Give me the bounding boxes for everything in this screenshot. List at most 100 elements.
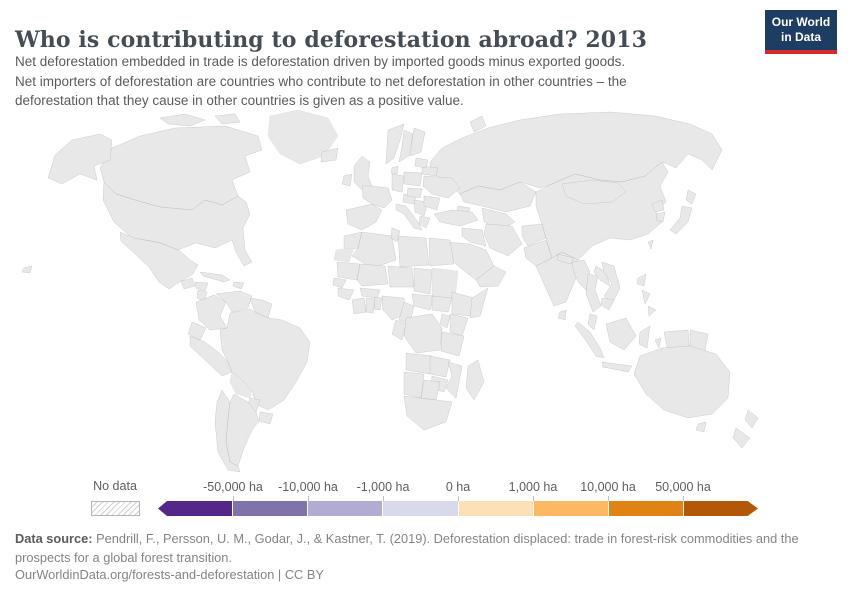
country-north-korea[interactable] xyxy=(651,199,665,213)
country-madagascar[interactable] xyxy=(465,359,485,401)
country-gabon-congo[interactable] xyxy=(391,319,407,341)
country-malaysia[interactable] xyxy=(587,313,598,331)
country-thailand[interactable] xyxy=(585,273,602,313)
country-iraq-syria[interactable] xyxy=(461,227,487,247)
country-guyana-suriname[interactable] xyxy=(249,297,273,319)
country-mozambique[interactable] xyxy=(445,361,463,399)
country-tasmania[interactable] xyxy=(695,421,707,433)
footer-link[interactable]: OurWorldinData.org/forests-and-deforesta… xyxy=(15,567,324,582)
country-novaya-zemlya[interactable] xyxy=(469,115,487,133)
country-czech-hungary[interactable] xyxy=(406,187,423,199)
country-indonesia-sulawesi[interactable] xyxy=(638,325,651,349)
legend-color-segment[interactable] xyxy=(383,501,459,516)
country-chad[interactable] xyxy=(413,267,433,295)
country-south-sudan[interactable] xyxy=(431,295,453,313)
country-cambodia[interactable] xyxy=(600,297,615,311)
country-uganda[interactable] xyxy=(439,313,451,329)
legend-color-segment[interactable] xyxy=(533,501,609,516)
legend-color-segment[interactable] xyxy=(683,501,758,516)
country-namibia[interactable] xyxy=(403,371,425,399)
country-mauritania[interactable] xyxy=(336,261,361,281)
country-guatemala[interactable] xyxy=(180,277,196,290)
country-botswana[interactable] xyxy=(420,379,441,401)
country-guinea[interactable] xyxy=(337,287,355,301)
country-yemen-oman[interactable] xyxy=(475,265,507,288)
owid-logo[interactable]: Our World in Data xyxy=(765,10,837,54)
country-indonesia-maluku[interactable] xyxy=(654,337,662,349)
country-tunisia[interactable] xyxy=(390,227,401,243)
country-philippines[interactable] xyxy=(636,273,647,287)
country-libya[interactable] xyxy=(397,235,430,268)
country-ivory-coast[interactable] xyxy=(351,297,367,315)
legend-color-segment[interactable] xyxy=(158,501,234,516)
country-iceland[interactable] xyxy=(320,147,339,163)
country-sri-lanka[interactable] xyxy=(557,309,567,321)
country-hawaii[interactable] xyxy=(21,265,33,274)
country-mongolia[interactable] xyxy=(561,179,627,205)
country-turkey[interactable] xyxy=(433,209,479,227)
country-senegal[interactable] xyxy=(332,277,347,289)
country-indonesia-sumatra[interactable] xyxy=(574,321,605,359)
country-australia[interactable] xyxy=(633,345,731,419)
country-new-zealand-north[interactable] xyxy=(744,409,759,429)
country-new-zealand-south[interactable] xyxy=(732,427,751,449)
country-myanmar[interactable] xyxy=(571,259,591,291)
legend-color-segment[interactable] xyxy=(608,501,684,516)
country-honduras[interactable] xyxy=(194,281,209,292)
country-norway[interactable] xyxy=(385,123,405,165)
country-iran[interactable] xyxy=(483,223,523,257)
country-greece[interactable] xyxy=(418,215,431,229)
country-sweden[interactable] xyxy=(398,129,414,163)
country-ukraine[interactable] xyxy=(422,175,461,199)
country-united-states[interactable] xyxy=(102,181,253,267)
country-togo-benin[interactable] xyxy=(373,296,383,311)
country-baltics[interactable] xyxy=(414,157,429,169)
country-zambia[interactable] xyxy=(429,355,451,378)
country-canada-arctic[interactable] xyxy=(159,113,206,127)
country-spain-portugal[interactable] xyxy=(345,203,383,231)
country-burkina-faso[interactable] xyxy=(359,287,381,299)
legend-color-segment[interactable] xyxy=(458,501,534,516)
country-niger[interactable] xyxy=(387,265,415,288)
country-italy[interactable] xyxy=(395,203,423,231)
legend-no-data-swatch[interactable] xyxy=(91,501,140,516)
country-dominican-republic[interactable] xyxy=(232,281,245,290)
country-south-korea[interactable] xyxy=(655,211,666,223)
country-mexico[interactable] xyxy=(119,231,199,290)
country-chile[interactable] xyxy=(214,389,241,473)
country-dr-congo[interactable] xyxy=(403,313,443,354)
country-south-africa[interactable] xyxy=(403,395,453,431)
country-japan-honshu[interactable] xyxy=(669,205,693,235)
country-germany[interactable] xyxy=(391,173,405,193)
country-cuba[interactable] xyxy=(199,271,231,283)
country-france[interactable] xyxy=(361,185,393,209)
country-denmark[interactable] xyxy=(390,165,399,175)
country-romania-bulgaria[interactable] xyxy=(423,195,441,211)
country-japan-hokkaido[interactable] xyxy=(685,189,697,205)
country-ghana[interactable] xyxy=(365,297,376,314)
country-finland[interactable] xyxy=(409,127,426,157)
country-central-african-republic[interactable] xyxy=(411,293,435,311)
country-western-sahara[interactable] xyxy=(333,247,355,263)
country-belarus[interactable] xyxy=(421,165,439,177)
country-tanzania[interactable] xyxy=(440,331,465,357)
country-kazakhstan[interactable] xyxy=(459,181,537,213)
country-nigeria[interactable] xyxy=(381,295,407,321)
country-indonesia-java[interactable] xyxy=(601,361,633,373)
legend-color-segment[interactable] xyxy=(308,501,384,516)
legend-color-segment[interactable] xyxy=(233,501,309,516)
country-canada-arctic[interactable] xyxy=(214,113,241,125)
country-ireland[interactable] xyxy=(341,173,353,187)
country-colombia[interactable] xyxy=(195,294,228,331)
country-afghanistan[interactable] xyxy=(521,223,547,247)
country-philippines[interactable] xyxy=(647,305,657,317)
country-mali[interactable] xyxy=(356,263,389,287)
country-venezuela[interactable] xyxy=(215,290,253,313)
country-indonesia-borneo[interactable] xyxy=(605,317,637,351)
country-alaska[interactable] xyxy=(47,133,113,185)
country-kenya[interactable] xyxy=(449,313,469,337)
country-nepal[interactable] xyxy=(556,253,575,265)
country-brazil[interactable] xyxy=(219,308,311,411)
country-uruguay[interactable] xyxy=(258,411,274,425)
country-somalia[interactable] xyxy=(469,287,489,319)
